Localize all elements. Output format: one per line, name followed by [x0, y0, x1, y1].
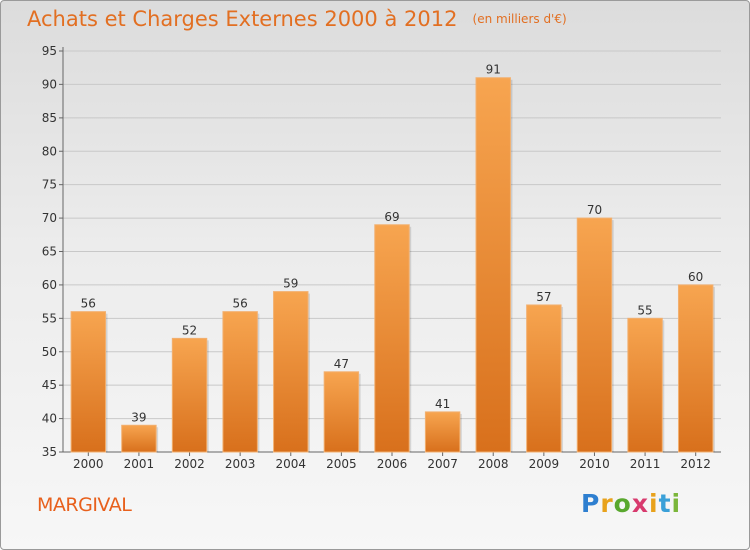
bar [627, 317, 663, 453]
y-tick-label: 80 [42, 144, 57, 158]
data-label: 47 [334, 357, 349, 371]
logo-letter: i [671, 489, 682, 518]
bar [374, 224, 410, 453]
data-label: 70 [587, 203, 602, 217]
x-tick-label: 2010 [579, 457, 610, 471]
data-label: 91 [486, 63, 501, 77]
bar [576, 217, 613, 453]
axes: 35 40 45 50 55 60 65 70 75 80 85 90 95 2000 2001 2002 20… [42, 44, 721, 471]
bar [526, 304, 562, 453]
chart-subtitle: (en milliers d'€) [472, 12, 567, 26]
y-tick-label: 70 [42, 211, 57, 225]
chart-title: Achats et Charges Externes 2000 à 2012 [27, 7, 458, 31]
x-tick-label: 2012 [680, 457, 711, 471]
value-labels: 56 39 52 56 59 47 69 41 91 57 70 55 60 [81, 63, 704, 425]
bar [323, 371, 360, 453]
y-tick-label: 75 [42, 178, 57, 192]
data-label: 52 [182, 323, 197, 337]
x-tick-label: 2009 [529, 457, 560, 471]
y-tick-label: 65 [42, 245, 57, 259]
bar [70, 311, 107, 453]
y-tick-label: 50 [42, 345, 57, 359]
bars [70, 77, 715, 453]
x-tick-label: 2008 [478, 457, 509, 471]
title-row: Achats et Charges Externes 2000 à 2012 (… [27, 7, 567, 31]
proxiti-logo: Proxiti [581, 489, 681, 518]
logo-letter: t [658, 489, 672, 518]
data-label: 56 [233, 297, 248, 311]
y-tick-label: 55 [42, 311, 57, 325]
bar [677, 284, 714, 453]
x-tick-label: 2000 [73, 457, 104, 471]
y-tick-label: 85 [42, 111, 57, 125]
data-label: 41 [435, 397, 450, 411]
bar [222, 311, 258, 453]
y-tick-label: 95 [42, 44, 57, 58]
bar [273, 291, 309, 453]
logo-letter: P [581, 489, 601, 518]
commune-name: MARGIVAL [37, 494, 132, 516]
x-tick-label: 2006 [377, 457, 408, 471]
y-tick-label: 60 [42, 278, 57, 292]
data-label: 56 [81, 297, 96, 311]
x-tick-label: 2011 [630, 457, 661, 471]
logo-letter: i [649, 489, 659, 518]
y-tick-label: 45 [42, 378, 57, 392]
logo-letter: o [613, 489, 632, 518]
y-tick-label: 40 [42, 412, 57, 426]
data-label: 60 [688, 270, 703, 284]
logo-letter: r [600, 489, 614, 518]
x-tick-label: 2001 [124, 457, 155, 471]
y-tick-label: 90 [42, 77, 57, 91]
x-tick-label: 2007 [427, 457, 458, 471]
x-tick-label: 2005 [326, 457, 357, 471]
bar [424, 411, 461, 453]
data-label: 57 [536, 290, 551, 304]
bar [171, 337, 208, 453]
bar [475, 77, 511, 453]
data-label: 39 [131, 410, 146, 424]
data-label: 55 [637, 303, 652, 317]
x-tick-label: 2004 [275, 457, 306, 471]
x-tick-label: 2002 [174, 457, 205, 471]
bar [121, 424, 157, 453]
logo-letter: x [631, 489, 649, 518]
x-tick-label: 2003 [225, 457, 256, 471]
y-tick-label: 35 [42, 445, 57, 459]
data-label: 69 [384, 210, 399, 224]
data-label: 59 [283, 277, 298, 291]
